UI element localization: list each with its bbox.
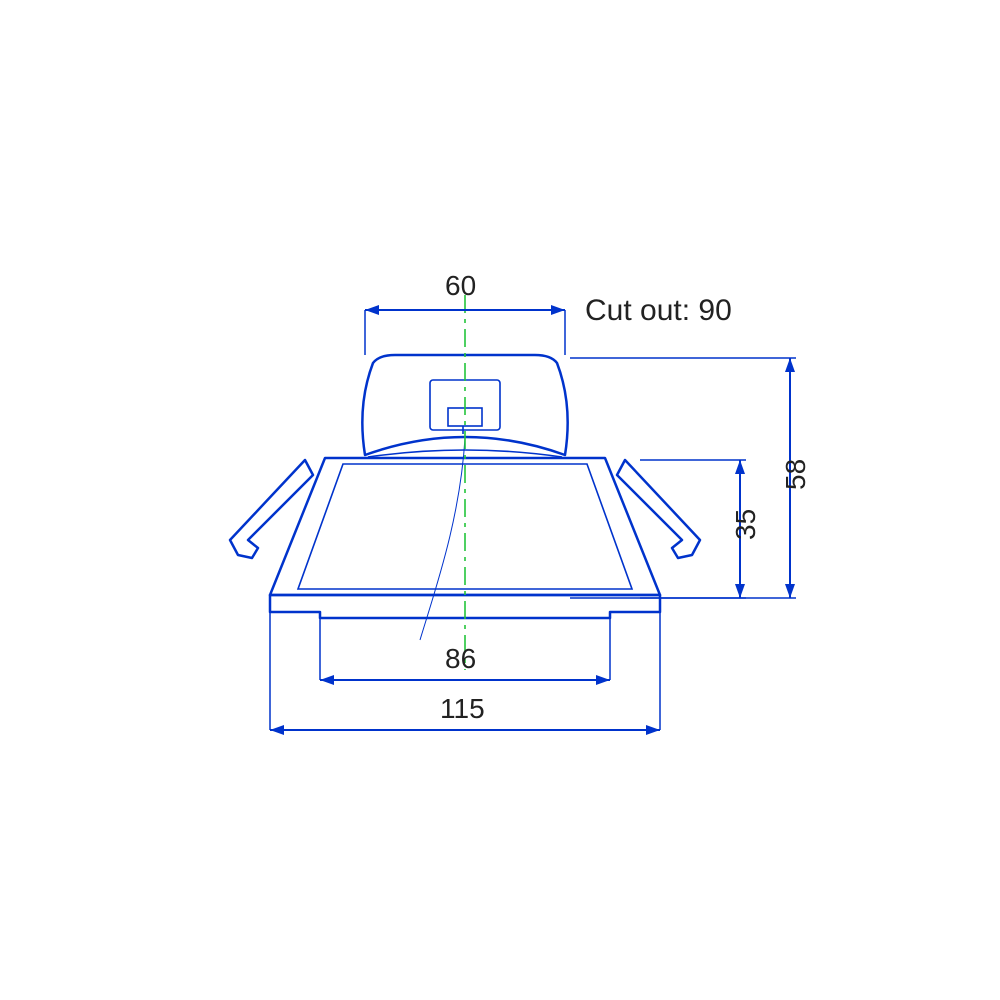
dim-label: 86 [445,643,476,674]
clip-right [617,460,700,558]
dim-label: 58 [780,459,811,490]
dim-label: 60 [445,270,476,301]
cutout-note: Cut out: 90 [585,294,732,327]
dim-label: 115 [440,693,485,724]
wire [420,438,465,640]
dim-label: 35 [730,509,761,540]
clip-left [230,460,313,558]
